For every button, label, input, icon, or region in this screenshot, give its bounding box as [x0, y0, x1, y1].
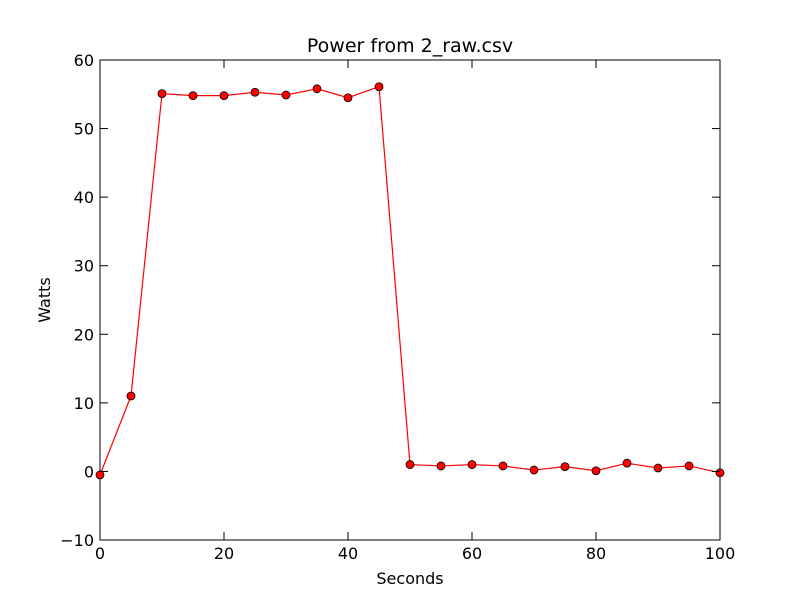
x-tick-label: 40: [338, 544, 358, 563]
data-point: [281, 90, 291, 100]
x-tick-label: 60: [462, 544, 482, 563]
plot-area: [99, 59, 721, 541]
data-point: [622, 458, 632, 468]
y-axis-label: Watts: [35, 277, 54, 322]
data-point: [684, 461, 694, 471]
data-point: [560, 462, 570, 472]
y-tick-label: 10: [74, 394, 94, 413]
data-point: [591, 466, 601, 476]
data-point: [312, 84, 322, 94]
x-tick-label: 100: [705, 544, 736, 563]
data-point: [374, 82, 384, 92]
x-tick-label: 80: [586, 544, 606, 563]
x-axis-label: Seconds: [376, 569, 443, 588]
data-point: [529, 465, 539, 475]
y-tick-label: 40: [74, 188, 94, 207]
axes-frame: [99, 59, 721, 541]
x-tick-label: 20: [214, 544, 234, 563]
data-point: [95, 470, 105, 480]
data-point: [467, 460, 477, 469]
data-point: [405, 460, 415, 469]
y-tick-label: 0: [84, 462, 94, 481]
data-point: [188, 91, 198, 101]
data-point: [715, 468, 725, 478]
data-point: [498, 461, 508, 471]
data-point: [126, 391, 136, 401]
data-point: [250, 87, 260, 97]
data-point: [219, 91, 229, 101]
data-point: [157, 89, 167, 98]
y-tick-label: 20: [74, 325, 94, 344]
y-tick-label: 30: [74, 257, 94, 276]
data-point: [653, 463, 663, 473]
y-tick-label: 60: [74, 51, 94, 70]
chart-title: Power from 2_raw.csv: [307, 35, 513, 57]
data-point: [436, 461, 446, 471]
y-tick-label: 50: [74, 120, 94, 139]
series-layer: [95, 82, 725, 480]
data-point: [343, 93, 353, 103]
y-tick-label: −10: [60, 531, 94, 550]
x-tick-label: 0: [95, 544, 105, 563]
